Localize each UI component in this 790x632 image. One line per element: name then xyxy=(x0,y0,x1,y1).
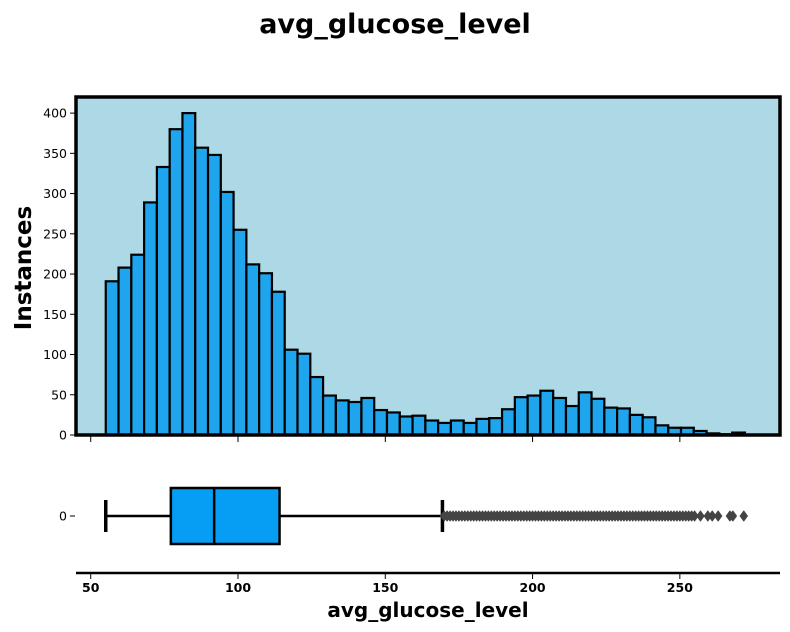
histogram-bar xyxy=(590,397,606,437)
histogram-bar xyxy=(539,389,555,437)
histogram-bar xyxy=(462,421,478,437)
histogram-bars xyxy=(104,111,747,437)
boxplot-box xyxy=(169,486,281,546)
histogram-bar xyxy=(488,417,504,437)
histogram-bar xyxy=(194,146,210,437)
y-tick-label: 100 xyxy=(43,347,67,362)
boxplot xyxy=(104,486,749,546)
boxplot-category-label: 0 xyxy=(59,509,67,524)
histogram-bar xyxy=(245,263,261,437)
histogram-bar xyxy=(564,404,580,437)
boxplot-x-axis: 50 100 150 200 250 xyxy=(82,573,693,595)
y-tick-label: 50 xyxy=(51,387,67,402)
histogram-bar xyxy=(628,413,644,437)
y-tick-label: 400 xyxy=(43,106,67,121)
histogram-bar xyxy=(449,419,465,437)
y-axis-label: Instances xyxy=(11,206,37,330)
histogram-bar xyxy=(526,394,542,437)
histogram-bar xyxy=(475,417,491,437)
x-tick-label: 200 xyxy=(520,580,546,595)
histogram-y-axis: 0 50 100 150 200 250 300 350 400 xyxy=(43,106,76,443)
y-tick-label: 0 xyxy=(59,428,67,443)
histogram-bar xyxy=(206,153,222,437)
histogram-bar xyxy=(143,201,158,437)
histogram-bar xyxy=(437,421,453,437)
histogram-bar xyxy=(552,396,568,437)
x-tick-label: 100 xyxy=(225,580,251,595)
y-tick-label: 150 xyxy=(43,307,67,322)
histogram-x-tick-marks xyxy=(90,436,681,442)
histogram-bar xyxy=(270,290,286,437)
histogram-bar xyxy=(360,396,376,437)
histogram-bar xyxy=(424,419,440,437)
histogram-bar xyxy=(181,111,197,437)
histogram-bar xyxy=(117,266,133,437)
boxplot-outlier xyxy=(690,510,699,522)
boxplot-outlier xyxy=(728,510,738,522)
histogram-bar xyxy=(258,272,274,437)
x-tick-label: 150 xyxy=(372,580,398,595)
y-tick-label: 250 xyxy=(43,226,67,241)
histogram-bar xyxy=(219,190,235,437)
histogram-bar xyxy=(334,399,350,437)
histogram-bar xyxy=(309,375,325,437)
chart-title: avg_glucose_level xyxy=(259,9,531,40)
histogram-bar xyxy=(398,415,414,437)
histogram-bar xyxy=(616,407,631,437)
histogram-bar xyxy=(130,253,146,437)
histogram-bar xyxy=(296,352,312,437)
y-tick-label: 200 xyxy=(43,267,67,282)
boxplot-panel: 50 100 150 200 250 0 avg_glucose_level xyxy=(59,486,780,622)
histogram-bar xyxy=(577,391,593,437)
histogram-bar xyxy=(283,348,299,437)
histogram-bar xyxy=(373,408,389,437)
histogram-bar xyxy=(168,128,184,437)
histogram-panel: 0 50 100 150 200 250 300 350 400 Instances xyxy=(11,95,782,443)
boxplot-y-axis: 0 xyxy=(59,509,75,524)
y-tick-label: 350 xyxy=(43,146,67,161)
histogram-bar xyxy=(411,414,427,437)
histogram-bar xyxy=(347,400,363,437)
histogram-bar xyxy=(232,228,248,437)
x-axis-label: avg_glucose_level xyxy=(327,598,528,622)
histogram-bar xyxy=(641,416,657,437)
histogram-bar xyxy=(321,394,337,437)
x-tick-label: 50 xyxy=(82,580,100,595)
histogram-frame xyxy=(74,95,782,437)
x-tick-label: 250 xyxy=(667,580,693,595)
boxplot-outlier xyxy=(739,510,749,522)
histogram-bar xyxy=(104,280,120,437)
histogram-bar xyxy=(155,165,171,437)
histogram-bar xyxy=(385,411,401,437)
y-tick-label: 300 xyxy=(43,186,67,201)
histogram-bar xyxy=(500,408,516,437)
boxplot-outlier xyxy=(713,510,723,522)
boxplot-outlier xyxy=(696,510,705,522)
histogram-bar xyxy=(603,406,619,437)
boxplot-outlier xyxy=(707,510,717,522)
histogram-bar xyxy=(513,396,529,437)
